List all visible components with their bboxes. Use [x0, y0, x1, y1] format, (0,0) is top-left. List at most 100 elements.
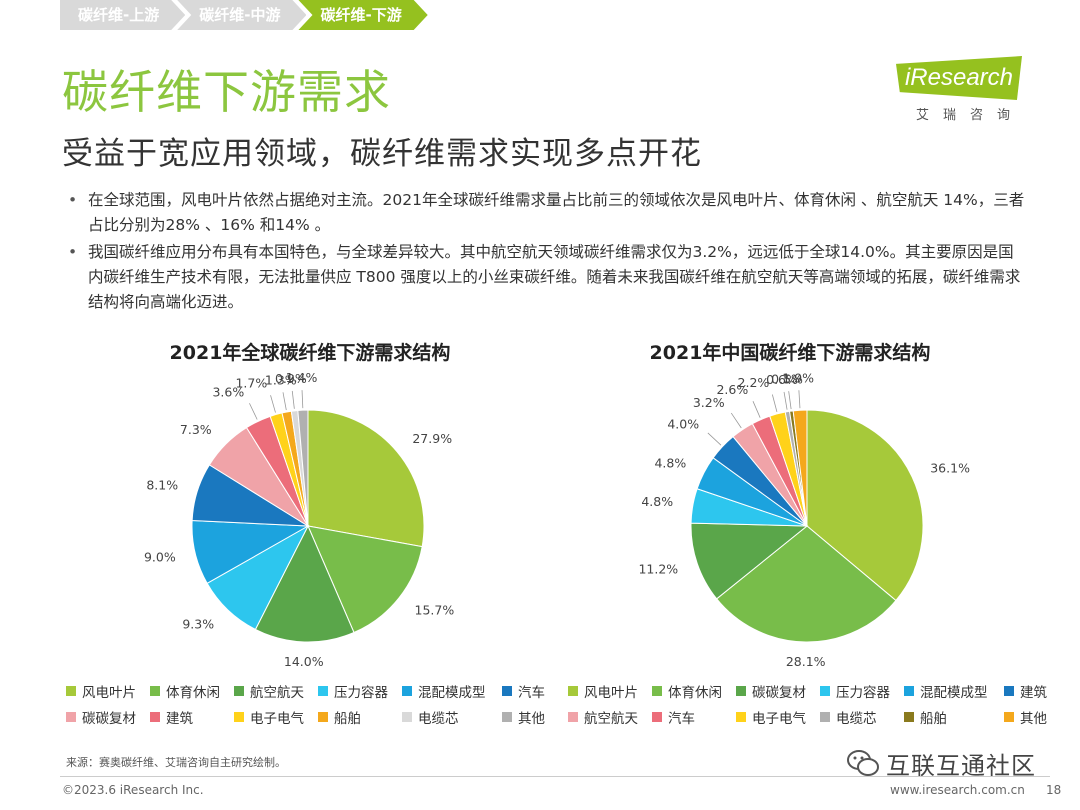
global-label-6: 7.3%	[180, 422, 212, 437]
china-legend-label-0: 风电叶片	[584, 685, 638, 701]
footer-divider	[60, 776, 1050, 777]
global-legend-swatch-8	[234, 712, 244, 722]
china-legend-swatch-4	[904, 686, 914, 696]
global-leader-8	[270, 395, 276, 413]
logo-subtitle: 艾瑞咨询	[915, 108, 1024, 123]
china-legend-label-2: 碳碳复材	[752, 685, 806, 701]
china-legend-item-3[interactable]: 压力容器	[820, 681, 904, 701]
global-legend-label-6: 碳碳复材	[82, 711, 136, 727]
china-legend-swatch-6	[568, 712, 578, 722]
china-slice-0	[806, 409, 924, 602]
global-legend-item-3[interactable]: 压力容器	[318, 681, 402, 701]
copyright: ©2023.6 iResearch Inc.	[62, 783, 204, 797]
china-label-11: 1.9%	[782, 370, 814, 385]
global-leader-9	[282, 392, 287, 411]
china-legend-swatch-1	[652, 686, 662, 696]
breadcrumb-step-midstream[interactable]: 碳纤维-中游	[177, 0, 306, 30]
summary-bullets: 在全球范围，风电叶片依然占据绝对主流。2021年全球碳纤维需求量占比前三的领域依…	[66, 188, 1026, 317]
global-legend-swatch-0	[66, 686, 76, 696]
global-legend-swatch-5	[502, 686, 512, 696]
global-legend-row: 风电叶片 体育休闲 航空航天 压力容器 混配模成型 汽车	[66, 680, 562, 702]
global-label-1: 15.7%	[415, 603, 455, 618]
global-legend-item-7[interactable]: 建筑	[150, 707, 234, 727]
global-legend-item-6[interactable]: 碳碳复材	[66, 707, 150, 727]
page-title: 碳纤维下游需求	[62, 65, 391, 119]
china-label-0: 36.1%	[930, 460, 970, 475]
global-legend-item-2[interactable]: 航空航天	[234, 681, 318, 701]
global-legend-item-1[interactable]: 体育休闲	[150, 681, 234, 701]
global-legend-swatch-6	[66, 712, 76, 722]
china-label-2: 11.2%	[638, 562, 678, 577]
china-leader-9	[783, 391, 788, 410]
china-legend-item-8[interactable]: 电子电气	[736, 707, 820, 727]
china-legend-row: 风电叶片 体育休闲 碳碳复材 压力容器 混配模成型 建筑	[568, 680, 1064, 702]
china-legend-item-9[interactable]: 电缆芯	[820, 707, 904, 727]
china-legend-swatch-0	[568, 686, 578, 696]
global-label-8: 1.7%	[235, 376, 267, 391]
global-slice-11	[297, 409, 309, 527]
global-legend-item-9[interactable]: 船舶	[318, 707, 402, 727]
china-label-7: 2.6%	[716, 382, 748, 397]
china-legend-swatch-11	[1004, 712, 1014, 722]
global-legend-label-3: 压力容器	[334, 685, 388, 701]
global-label-7: 3.6%	[212, 384, 244, 399]
china-legend-item-6[interactable]: 航空航天	[568, 707, 652, 727]
bullet-china: 我国碳纤维应用分布具有本国特色，与全球差异较大。其中航空航天领域碳纤维需求仅为3…	[66, 240, 1026, 315]
china-label-6: 3.2%	[693, 395, 725, 410]
china-legend-row: 航空航天 汽车 电子电气 电缆芯 船舶 其他	[568, 706, 1064, 728]
china-legend-label-6: 航空航天	[584, 711, 638, 727]
global-legend: 风电叶片 体育休闲 航空航天 压力容器 混配模成型 汽车碳碳复材 建筑 电子电气 船舶 电缆芯 其他	[66, 680, 562, 732]
china-legend-label-7: 汽车	[668, 711, 695, 727]
china-legend-label-9: 电缆芯	[836, 711, 877, 727]
china-legend-label-4: 混配模成型	[920, 685, 988, 701]
china-legend-label-11: 其他	[1020, 711, 1047, 727]
china-legend-swatch-9	[820, 712, 830, 722]
breadcrumb-step-downstream[interactable]: 碳纤维-下游	[298, 0, 427, 30]
watermark-text: 互联互通社区	[886, 751, 1036, 780]
global-legend-item-0[interactable]: 风电叶片	[66, 681, 150, 701]
china-legend-item-7[interactable]: 汽车	[652, 707, 736, 727]
global-legend-label-0: 风电叶片	[82, 685, 136, 701]
global-legend-swatch-11	[502, 712, 512, 722]
global-legend-swatch-3	[318, 686, 328, 696]
china-legend-item-0[interactable]: 风电叶片	[568, 681, 652, 701]
china-legend-item-10[interactable]: 船舶	[904, 707, 1004, 727]
global-legend-row: 碳碳复材 建筑 电子电气 船舶 电缆芯 其他	[66, 706, 562, 728]
global-label-0: 27.9%	[412, 431, 452, 446]
china-legend-label-1: 体育休闲	[668, 685, 722, 701]
china-label-9: 0.6%	[766, 372, 798, 387]
global-legend-item-10[interactable]: 电缆芯	[402, 707, 502, 727]
china-label-8: 2.2%	[738, 375, 770, 390]
logo-badge	[896, 56, 1022, 100]
global-legend-label-4: 混配模成型	[418, 685, 486, 701]
global-label-2: 14.0%	[284, 654, 324, 669]
china-legend-item-1[interactable]: 体育休闲	[652, 681, 736, 701]
global-legend-item-4[interactable]: 混配模成型	[402, 681, 502, 701]
global-legend-label-1: 体育休闲	[166, 685, 220, 701]
global-legend-label-8: 电子电气	[250, 711, 304, 727]
global-legend-item-8[interactable]: 电子电气	[234, 707, 318, 727]
bullet-global: 在全球范围，风电叶片依然占据绝对主流。2021年全球碳纤维需求量占比前三的领域依…	[66, 188, 1026, 238]
china-legend-item-5[interactable]: 建筑	[1004, 681, 1064, 701]
global-legend-item-11[interactable]: 其他	[502, 707, 562, 727]
global-legend-item-5[interactable]: 汽车	[502, 681, 562, 701]
global-legend-label-10: 电缆芯	[418, 711, 459, 727]
china-legend-item-2[interactable]: 碳碳复材	[736, 681, 820, 701]
china-legend-swatch-10	[904, 712, 914, 722]
source-note: 来源：赛奥碳纤维、艾瑞咨询自主研究绘制。	[66, 756, 286, 769]
global-slice-0	[307, 409, 425, 548]
global-label-4: 9.0%	[144, 550, 176, 565]
china-slice-2	[690, 522, 809, 600]
website-url[interactable]: www.iresearch.com.cn	[890, 783, 1025, 797]
global-legend-label-2: 航空航天	[250, 685, 304, 701]
china-legend-item-11[interactable]: 其他	[1004, 707, 1064, 727]
china-label-1: 28.1%	[786, 654, 826, 669]
china-legend-item-4[interactable]: 混配模成型	[904, 681, 1004, 701]
breadcrumb-step-upstream[interactable]: 碳纤维-上游	[60, 0, 185, 30]
china-legend-swatch-7	[652, 712, 662, 722]
global-slice-2	[254, 524, 355, 643]
china-legend-swatch-8	[736, 712, 746, 722]
global-chart-title: 2021年全球碳纤维下游需求结构	[169, 342, 451, 364]
